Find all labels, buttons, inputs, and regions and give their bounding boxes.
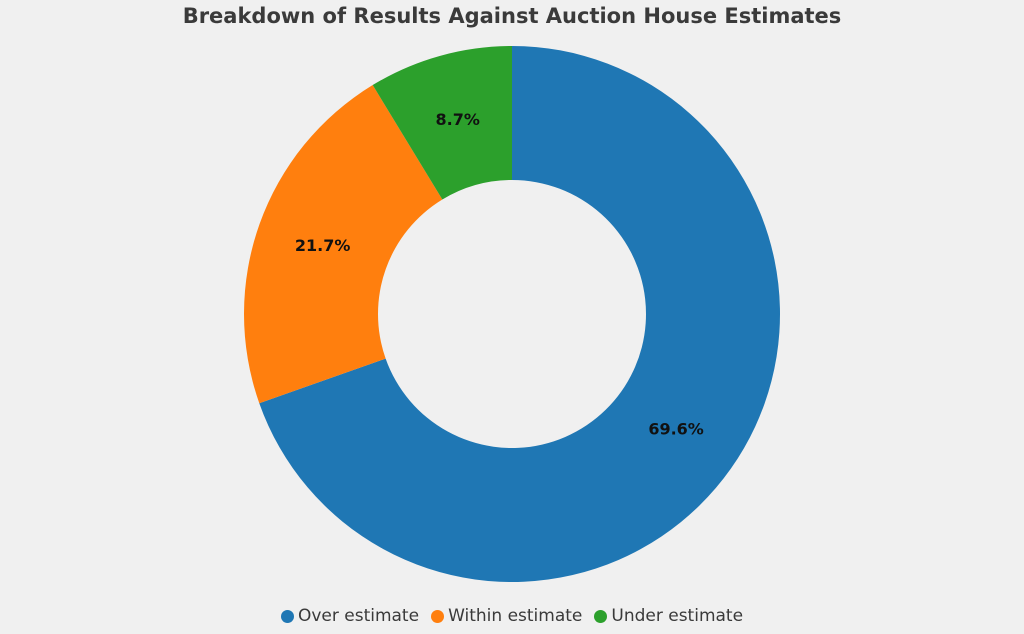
legend-swatch-under-estimate [594,609,608,623]
chart-title: Breakdown of Results Against Auction Hou… [182,4,842,28]
slice-label-within-estimate: 21.7% [295,236,351,255]
donut-slice-within-estimate[interactable] [244,85,443,404]
donut-slice-under-estimate[interactable] [372,46,512,200]
chart-legend: Over estimate Within estimate Under esti… [0,606,1024,626]
slice-label-over-estimate: 69.6% [648,420,704,439]
legend-label-under-estimate: Under estimate [611,606,744,626]
legend-swatch-over-estimate [280,609,294,623]
legend-label-within-estimate: Within estimate [448,606,583,626]
legend-swatch-within-estimate [431,609,445,623]
legend-label-over-estimate: Over estimate [297,606,420,626]
slice-label-under-estimate: 8.7% [436,110,480,129]
legend-item-over-estimate[interactable]: Over estimate [280,606,420,626]
legend-item-under-estimate[interactable]: Under estimate [594,606,743,626]
donut-slice-over-estimate[interactable] [259,46,780,583]
legend-item-within-estimate[interactable]: Within estimate [431,606,582,626]
